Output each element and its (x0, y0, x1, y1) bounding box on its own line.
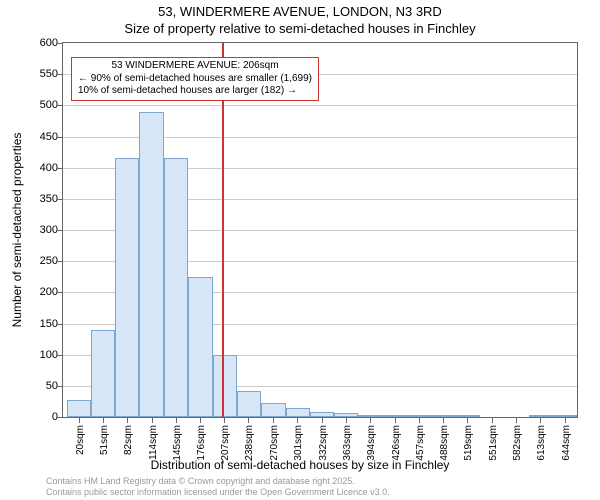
x-tick-mark (346, 418, 347, 423)
x-tick-label: 519sqm (463, 425, 474, 461)
chart-subtitle: Size of property relative to semi-detach… (0, 21, 600, 36)
footer-line-2: Contains public sector information licen… (46, 487, 390, 497)
histogram-bar (164, 158, 188, 417)
x-tick-mark (297, 418, 298, 423)
x-tick-label: 582sqm (512, 425, 523, 461)
reference-annotation: 53 WINDERMERE AVENUE: 206sqm← 90% of sem… (71, 57, 319, 101)
x-tick-label: 363sqm (342, 425, 353, 461)
histogram-bar (91, 330, 115, 417)
x-tick-label: 394sqm (366, 425, 377, 461)
x-tick-mark (79, 418, 80, 423)
y-tick-label: 600 (8, 37, 58, 49)
x-tick-label: 457sqm (415, 425, 426, 461)
x-tick-mark (492, 418, 493, 423)
y-tick-label: 500 (8, 99, 58, 111)
x-tick-label: 51sqm (99, 425, 110, 455)
x-tick-label: 613sqm (536, 425, 547, 461)
footer-line-1: Contains HM Land Registry data © Crown c… (46, 476, 355, 486)
histogram-bar (237, 391, 261, 417)
histogram-bar (286, 408, 310, 417)
x-tick-mark (103, 418, 104, 423)
x-tick-label: 82sqm (123, 425, 134, 455)
y-tick-label: 250 (8, 255, 58, 267)
x-tick-label: 176sqm (196, 425, 207, 461)
y-tick-label: 200 (8, 286, 58, 298)
annotation-line: ← 90% of semi-detached houses are smalle… (78, 73, 312, 86)
histogram-bar (115, 158, 139, 417)
histogram-bar (310, 412, 334, 417)
y-tick-label: 400 (8, 162, 58, 174)
x-tick-label: 488sqm (439, 425, 450, 461)
x-tick-label: 270sqm (269, 425, 280, 461)
x-tick-label: 644sqm (561, 425, 572, 461)
y-tick-label: 300 (8, 224, 58, 236)
x-tick-label: 114sqm (148, 425, 159, 460)
y-tick-label: 100 (8, 349, 58, 361)
x-tick-label: 20sqm (75, 425, 86, 455)
histogram-bar (431, 415, 455, 417)
y-tick-label: 350 (8, 193, 58, 205)
x-tick-mark (200, 418, 201, 423)
histogram-bar (456, 415, 480, 417)
histogram-bar (358, 415, 382, 417)
histogram-bar (67, 400, 91, 417)
histogram-bar (382, 415, 407, 417)
x-tick-mark (467, 418, 468, 423)
chart-title: 53, WINDERMERE AVENUE, LONDON, N3 3RD (0, 4, 600, 19)
x-tick-mark (248, 418, 249, 423)
x-tick-mark (224, 418, 225, 423)
y-tick-label: 0 (8, 411, 58, 423)
y-tick-label: 150 (8, 318, 58, 330)
x-tick-mark (127, 418, 128, 423)
x-tick-mark (273, 418, 274, 423)
plot-area: 53 WINDERMERE AVENUE: 206sqm← 90% of sem… (62, 42, 578, 418)
x-tick-label: 332sqm (318, 425, 329, 461)
x-tick-label: 238sqm (244, 425, 255, 461)
x-tick-label: 207sqm (220, 425, 231, 461)
histogram-bar (407, 415, 431, 417)
x-tick-mark (152, 418, 153, 423)
y-tick-label: 50 (8, 380, 58, 392)
x-tick-label: 426sqm (391, 425, 402, 461)
x-tick-label: 145sqm (172, 425, 183, 461)
x-axis-label: Distribution of semi-detached houses by … (0, 458, 600, 472)
histogram-bar (553, 415, 577, 417)
annotation-line: 10% of semi-detached houses are larger (… (78, 85, 312, 98)
x-tick-mark (565, 418, 566, 423)
x-tick-mark (419, 418, 420, 423)
histogram-bar (213, 355, 237, 417)
histogram-bar (334, 413, 358, 417)
x-tick-label: 301sqm (293, 425, 304, 461)
y-tick-label: 450 (8, 131, 58, 143)
annotation-line: 53 WINDERMERE AVENUE: 206sqm (78, 60, 312, 73)
x-tick-mark (540, 418, 541, 423)
x-tick-mark (443, 418, 444, 423)
x-tick-mark (516, 418, 517, 423)
property-size-chart: 53, WINDERMERE AVENUE, LONDON, N3 3RD Si… (0, 0, 600, 500)
x-tick-mark (322, 418, 323, 423)
histogram-bar (261, 403, 286, 417)
x-tick-mark (395, 418, 396, 423)
gridline (63, 105, 577, 106)
x-tick-mark (176, 418, 177, 423)
y-tick-label: 550 (8, 68, 58, 80)
x-tick-label: 551sqm (488, 425, 499, 461)
histogram-bar (529, 415, 553, 417)
histogram-bar (139, 112, 164, 417)
x-tick-mark (370, 418, 371, 423)
histogram-bar (188, 277, 212, 417)
